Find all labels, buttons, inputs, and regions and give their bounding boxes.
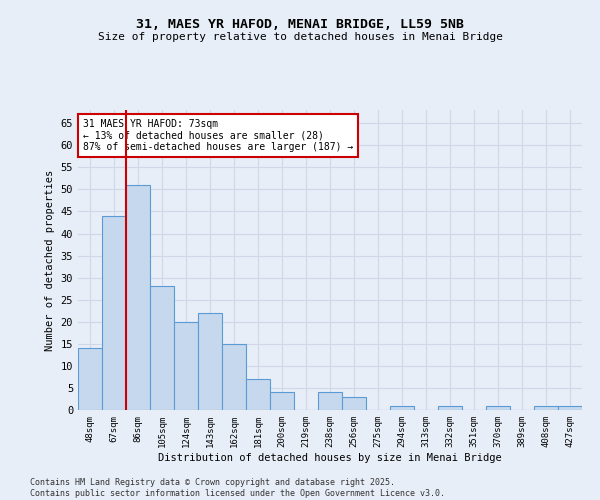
Bar <box>486 406 510 410</box>
Text: Contains HM Land Registry data © Crown copyright and database right 2025.
Contai: Contains HM Land Registry data © Crown c… <box>30 478 445 498</box>
Bar <box>102 216 126 410</box>
Bar <box>246 379 270 410</box>
Bar <box>438 406 462 410</box>
Text: 31 MAES YR HAFOD: 73sqm
← 13% of detached houses are smaller (28)
87% of semi-de: 31 MAES YR HAFOD: 73sqm ← 13% of detache… <box>83 119 353 152</box>
Bar <box>222 344 246 410</box>
Bar <box>174 322 198 410</box>
Text: 31, MAES YR HAFOD, MENAI BRIDGE, LL59 5NB: 31, MAES YR HAFOD, MENAI BRIDGE, LL59 5N… <box>136 18 464 30</box>
Text: Size of property relative to detached houses in Menai Bridge: Size of property relative to detached ho… <box>97 32 503 42</box>
Bar <box>558 406 582 410</box>
Bar <box>342 397 366 410</box>
Bar <box>534 406 558 410</box>
Bar <box>270 392 294 410</box>
Bar <box>390 406 414 410</box>
Bar <box>150 286 174 410</box>
Bar <box>126 185 150 410</box>
Bar <box>78 348 102 410</box>
Bar <box>198 313 222 410</box>
Y-axis label: Number of detached properties: Number of detached properties <box>45 170 55 350</box>
Bar <box>318 392 342 410</box>
X-axis label: Distribution of detached houses by size in Menai Bridge: Distribution of detached houses by size … <box>158 452 502 462</box>
